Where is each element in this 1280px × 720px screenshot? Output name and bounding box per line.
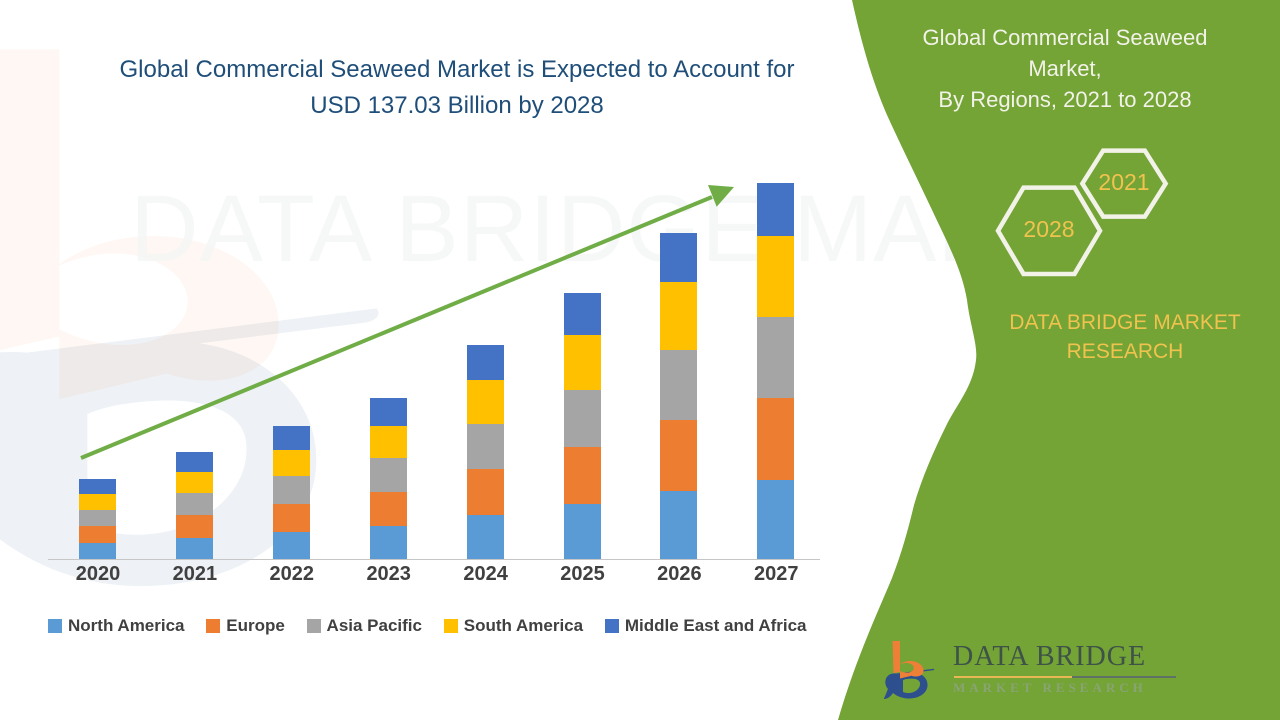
svg-text:2021: 2021 [1098,169,1149,195]
svg-text:2028: 2028 [1023,216,1074,242]
